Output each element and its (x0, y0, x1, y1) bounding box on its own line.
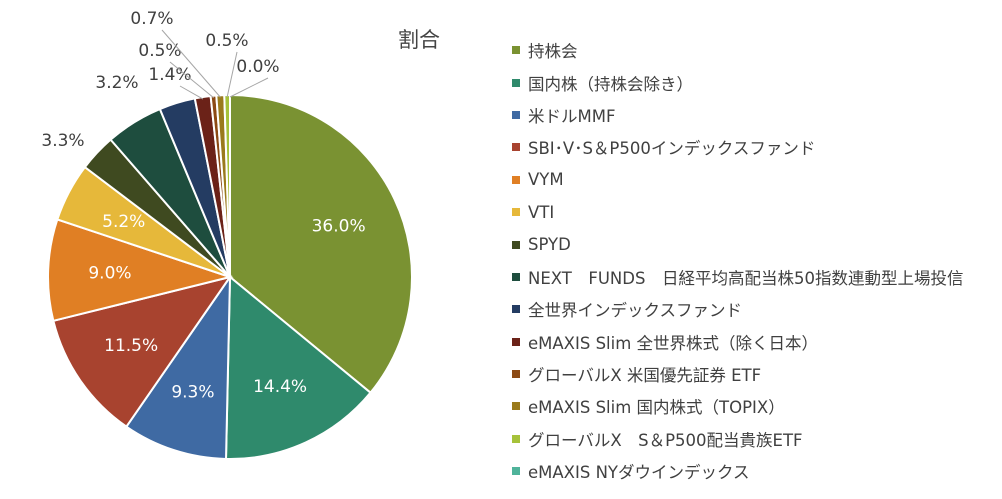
data-label: 11.5% (104, 336, 158, 356)
legend-swatch (512, 46, 520, 55)
legend-label: eMAXIS Slim 国内株式（TOPIX） (528, 398, 785, 418)
leader-line (161, 29, 221, 98)
legend-item: VTI (512, 196, 963, 228)
legend-swatch (512, 208, 520, 217)
legend-item: eMAXIS Slim 全世界株式（除く日本） (512, 326, 963, 358)
legend-item: SPYD (512, 228, 963, 260)
data-label: 1.4% (148, 65, 191, 85)
data-label: 5.2% (102, 212, 145, 232)
pie-slice (229, 93, 413, 395)
legend-label: 国内株（持株会除き） (528, 74, 693, 94)
data-label: 0.5% (138, 41, 181, 61)
legend-swatch (512, 175, 520, 184)
legend-item: 全世界インデックスファンド (512, 293, 963, 325)
legend-label: VYM (528, 170, 564, 190)
legend-swatch (512, 78, 520, 87)
legend-swatch (512, 434, 520, 443)
leader-line (226, 51, 238, 98)
legend: 持株会国内株（持株会除き） 米ドルMMF SBI･V･S＆P500インデックスファン… (512, 34, 963, 487)
legend-item: 国内株（持株会除き） (512, 66, 963, 98)
pie-slice (124, 273, 232, 460)
leader-line (179, 85, 204, 100)
chart-title: 割合 (398, 28, 440, 52)
legend-item: VYM (512, 164, 963, 196)
data-label: 0.5% (205, 31, 248, 51)
legend-label: 持株会 (528, 42, 578, 62)
legend-swatch (512, 143, 520, 152)
legend-label: VTI (528, 202, 555, 222)
pie-slice (224, 274, 372, 460)
data-label: 0.7% (130, 9, 173, 29)
legend-label: SBI･V･S＆P500インデックスファンド (528, 139, 816, 159)
data-label: 14.4% (253, 377, 307, 397)
legend-swatch (512, 402, 520, 411)
legend-swatch (512, 240, 520, 249)
legend-label: NEXT FUNDS 日経平均高配当株50指数連動型上場投信 (528, 268, 964, 288)
legend-item: 米ドルMMF (512, 99, 963, 131)
legend-swatch (512, 337, 520, 346)
legend-swatch (512, 110, 520, 119)
legend-item: eMAXIS Slim 国内株式（TOPIX） (512, 390, 963, 422)
leader-line (229, 77, 269, 98)
data-label: 3.3% (41, 131, 84, 151)
legend-label: グローバルX 米国優先証券 ETF (528, 366, 762, 386)
leader-line (169, 61, 214, 99)
legend-swatch (512, 467, 520, 476)
legend-label: SPYD (528, 235, 571, 255)
data-label: 36.0% (312, 217, 366, 237)
legend-label: eMAXIS NYダウインデックス (528, 463, 750, 483)
legend-item: グローバルX 米国優先証券 ETF (512, 358, 963, 390)
data-label: 3.2% (95, 73, 138, 93)
legend-label: 米ドルMMF (528, 106, 616, 126)
legend-item: NEXT FUNDS 日経平均高配当株50指数連動型上場投信 (512, 261, 963, 293)
data-label: 0.0% (236, 57, 279, 77)
pie-slice (47, 218, 234, 323)
legend-label: eMAXIS Slim 全世界株式（除く日本） (528, 333, 819, 353)
legend-swatch (512, 305, 520, 314)
legend-item: 持株会 (512, 34, 963, 66)
legend-item: eMAXIS NYダウインデックス (512, 455, 963, 487)
legend-swatch (512, 370, 520, 379)
legend-swatch (512, 272, 520, 281)
data-label: 9.0% (88, 263, 131, 283)
legend-label: グローバルX S＆P500配当貴族ETF (528, 430, 803, 450)
legend-item: グローバルX S＆P500配当貴族ETF (512, 423, 963, 455)
legend-item: SBI･V･S＆P500インデックスファンド (512, 131, 963, 163)
data-label: 9.3% (171, 382, 214, 402)
pie-slice (52, 275, 233, 429)
legend-label: 全世界インデックスファンド (528, 301, 743, 321)
